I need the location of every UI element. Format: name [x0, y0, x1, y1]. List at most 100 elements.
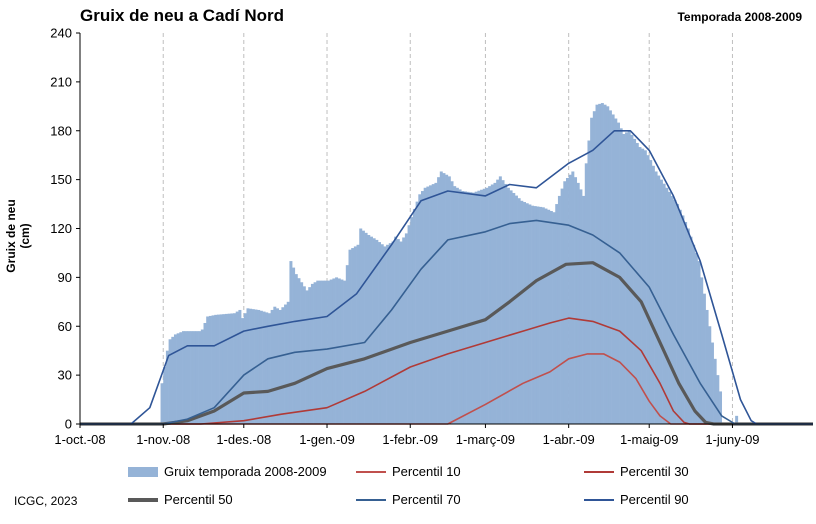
- snow-depth-bar: [316, 280, 320, 424]
- snow-depth-bar: [187, 331, 191, 424]
- snow-depth-bar: [469, 192, 473, 424]
- snow-depth-bar: [230, 313, 234, 424]
- snow-depth-bar: [241, 318, 245, 424]
- snow-depth-bar: [627, 130, 631, 424]
- snow-depth-bar: [418, 194, 422, 424]
- snow-depth-bar: [208, 315, 212, 424]
- snow-depth-bar: [380, 244, 384, 424]
- snow-depth-bar: [700, 277, 704, 425]
- snow-depth-bar: [324, 280, 328, 424]
- snow-depth-bar: [318, 280, 322, 424]
- x-tick-label: 1-des.-08: [216, 432, 271, 447]
- snow-depth-bar: [206, 316, 210, 424]
- snow-depth-bar: [472, 192, 475, 424]
- snow-depth-bar: [257, 309, 261, 424]
- x-tick-label: 1-oct.-08: [54, 432, 105, 447]
- percentile-90-line: [80, 130, 813, 425]
- snow-depth-bar: [361, 230, 365, 424]
- snow-depth-bar: [410, 217, 414, 424]
- snow-depth-bar: [662, 183, 666, 424]
- snow-depth-bar: [168, 339, 172, 424]
- snow-depth-bar: [415, 201, 419, 424]
- snow-depth-bar: [439, 171, 443, 424]
- snow-depth-bar: [514, 195, 518, 424]
- snow-depth-bar: [294, 274, 298, 424]
- snow-depth-bar: [694, 252, 698, 424]
- axes: [76, 32, 813, 428]
- snow-depth-bar: [455, 187, 459, 424]
- percentile-70-line: [80, 219, 813, 425]
- snow-depth-bar: [541, 207, 545, 424]
- x-tick-label: 1-maig-09: [620, 432, 679, 447]
- snow-depth-bar: [278, 309, 282, 424]
- snow-depth-bar: [399, 241, 403, 424]
- snow-depth-bar: [617, 122, 620, 424]
- snow-depth-bar: [668, 191, 671, 424]
- y-tick-label: 90: [58, 270, 72, 285]
- snow-depth-bar: [670, 195, 674, 424]
- snow-depth-bar: [369, 236, 373, 424]
- snow-depth-bar: [431, 184, 435, 424]
- snow-depth-bar: [284, 304, 288, 424]
- snow-depth-bar: [249, 308, 253, 424]
- snow-depth-bar: [214, 314, 218, 424]
- snow-depth-bar: [203, 322, 207, 424]
- snow-depth-bar: [474, 191, 478, 424]
- snow-depth-bar: [216, 314, 220, 424]
- snow-depth-bar: [485, 187, 489, 424]
- snow-depth-bar: [600, 103, 604, 425]
- snow-depth-bar: [598, 103, 602, 425]
- snow-depth-bar: [195, 331, 199, 424]
- snow-depth-bar: [735, 415, 739, 424]
- y-tick-label: 180: [50, 123, 72, 138]
- snow-depth-bar: [200, 329, 204, 424]
- snow-depth-bar: [353, 246, 357, 424]
- snow-depth-bar: [606, 106, 610, 424]
- snow-depth-bar: [447, 176, 451, 424]
- snow-depth-bar: [343, 280, 347, 424]
- snow-depth-bar: [265, 312, 269, 424]
- snow-depth-bar: [625, 132, 629, 424]
- snow-depth-bar: [579, 189, 583, 424]
- snow-depth-bar: [458, 189, 462, 424]
- snow-depth-bar: [592, 111, 596, 424]
- snow-depth-bar: [506, 187, 510, 424]
- snow-depth-bar: [351, 248, 355, 424]
- snow-depth-bar: [182, 331, 186, 424]
- snow-depth-bar: [710, 342, 714, 424]
- snow-depth-bar: [528, 204, 532, 424]
- snow-depth-bar: [426, 186, 430, 424]
- snow-depth-bar: [641, 148, 645, 425]
- snow-depth-bar: [608, 110, 612, 424]
- snow-depth-bar: [423, 187, 427, 424]
- snow-depth-bar: [705, 309, 709, 424]
- snow-depth-bar: [477, 190, 481, 424]
- snow-depth-bar: [568, 174, 572, 424]
- snow-depth-bar: [442, 173, 446, 424]
- snow-depth-bar: [313, 282, 317, 424]
- x-tick-label: 1-gen.-09: [299, 432, 355, 447]
- snow-depth-bar: [549, 210, 553, 424]
- snow-depth-bar: [219, 314, 223, 424]
- snow-depth-bar: [509, 190, 513, 424]
- percentile-50-line: [80, 261, 813, 426]
- x-tick-label: 1-març-09: [456, 432, 515, 447]
- snow-depth-bar: [533, 206, 537, 424]
- snow-depth-bar: [179, 332, 183, 424]
- snow-depth-bar: [536, 206, 540, 424]
- snow-depth-bar: [276, 308, 279, 424]
- snow-depth-bar: [555, 204, 559, 424]
- snow-depth-bar: [396, 239, 400, 424]
- snow-depth-bar: [517, 198, 521, 424]
- snow-depth-bar: [498, 176, 502, 424]
- snow-depth-bar: [649, 160, 653, 424]
- snow-depth-bar: [463, 191, 467, 424]
- snow-depth-bar: [286, 301, 290, 424]
- y-tick-label: 150: [50, 172, 72, 187]
- y-tick-label: 120: [50, 221, 72, 236]
- percentile-30-line: [80, 317, 813, 425]
- snow-depth-bar: [184, 331, 188, 424]
- snow-depth-bar: [633, 138, 637, 424]
- snow-depth-bar: [394, 236, 398, 424]
- snow-depth-bar: [565, 178, 569, 424]
